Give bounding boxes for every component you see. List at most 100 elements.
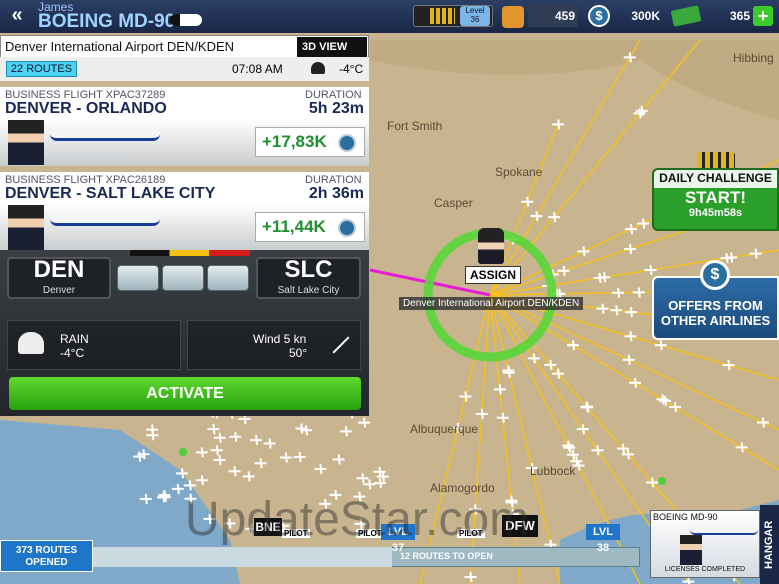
plane-icon bbox=[353, 491, 366, 502]
plane-icon bbox=[562, 440, 575, 451]
weather-temp: -4°C bbox=[60, 346, 85, 360]
city-label: Fort Smith bbox=[387, 119, 443, 133]
landing-icon bbox=[207, 265, 249, 291]
add-cash-button[interactable]: + bbox=[753, 6, 773, 26]
route-line bbox=[489, 39, 641, 296]
plane-icon bbox=[735, 442, 748, 453]
city-label: Alamogordo bbox=[430, 481, 495, 495]
plane-icon bbox=[629, 377, 642, 388]
plane-icon bbox=[552, 119, 565, 130]
hangar-tab[interactable]: HANGAR bbox=[760, 505, 779, 584]
plane-icon bbox=[593, 272, 606, 284]
plane-icon bbox=[332, 454, 345, 465]
back-button[interactable]: « bbox=[11, 4, 23, 26]
pilot-label: PILOT bbox=[356, 529, 384, 538]
plane-icon bbox=[295, 423, 308, 434]
weather: RAIN bbox=[60, 332, 89, 346]
flight-duration: 5h 23m bbox=[308, 100, 364, 117]
pilot-label: PILOT bbox=[457, 529, 485, 538]
city-label: Spokane bbox=[495, 165, 543, 179]
plane-icon bbox=[299, 425, 312, 436]
plane-icon bbox=[203, 513, 216, 525]
route-line bbox=[419, 294, 491, 584]
cruise-icon bbox=[162, 265, 204, 291]
challenge-action: START! bbox=[684, 188, 747, 207]
origin-box bbox=[7, 257, 111, 299]
plane-icon bbox=[525, 463, 538, 474]
plane-icon bbox=[654, 340, 667, 351]
coin-icon bbox=[338, 134, 356, 152]
plane-icon bbox=[591, 445, 604, 456]
plane-icon bbox=[622, 354, 635, 365]
plane-icon bbox=[451, 422, 464, 434]
plane-icon bbox=[552, 368, 565, 379]
city-label: Casper bbox=[434, 196, 473, 210]
destination-city: Salt Lake City bbox=[277, 285, 340, 296]
plane-icon bbox=[475, 408, 488, 420]
city-label: Albuquerque bbox=[410, 422, 479, 436]
rank-icon bbox=[502, 6, 524, 28]
hub-badge: BNE bbox=[254, 518, 282, 536]
plane-icon bbox=[242, 471, 255, 482]
coin-icon: $ bbox=[700, 260, 730, 290]
plane-icon bbox=[195, 475, 208, 486]
level-marker: LVL 37 bbox=[381, 524, 415, 554]
plane-icon bbox=[183, 480, 196, 491]
plane-icon bbox=[544, 359, 557, 370]
weather-icon bbox=[311, 62, 325, 74]
routes-opened: 373 ROUTES OPENED bbox=[0, 540, 93, 572]
plane-icon bbox=[293, 451, 306, 463]
activate-button[interactable]: ACTIVATE bbox=[9, 377, 361, 410]
routes-to-open: 12 ROUTES TO OPEN bbox=[400, 551, 493, 561]
plane-icon bbox=[557, 265, 570, 276]
plane-icon bbox=[722, 360, 735, 371]
duration-label: DURATION bbox=[305, 89, 362, 101]
plane-icon bbox=[577, 246, 590, 257]
plane-icon bbox=[223, 518, 236, 529]
pilot-portrait bbox=[8, 205, 44, 250]
plane-icon bbox=[567, 340, 580, 351]
plane-icon bbox=[624, 331, 637, 342]
aircraft-image bbox=[50, 212, 160, 226]
plane-icon bbox=[146, 430, 159, 441]
hangar-status: LICENSES COMPLETED bbox=[664, 566, 746, 573]
plane-icon bbox=[250, 434, 263, 446]
3d-view-button[interactable]: 3D VIEW bbox=[297, 37, 367, 57]
plane-icon bbox=[624, 243, 637, 255]
aircraft-image bbox=[50, 127, 160, 141]
flight-reward: +17,83K bbox=[255, 127, 365, 157]
wind-direction: 50° bbox=[289, 346, 308, 360]
plane-icon bbox=[171, 483, 184, 495]
toggle[interactable] bbox=[170, 14, 202, 26]
airport-label: Denver International Airport DEN/KDEN bbox=[399, 297, 584, 310]
aircraft-image bbox=[690, 525, 758, 535]
plane-icon bbox=[496, 412, 509, 423]
plane-icon bbox=[612, 287, 625, 298]
routes-count: 22 ROUTES bbox=[6, 61, 77, 77]
plane-icon bbox=[527, 353, 540, 364]
progress-fill bbox=[92, 547, 392, 567]
assign-button[interactable]: ASSIGN bbox=[465, 266, 521, 284]
wind: Wind 5 kn bbox=[253, 332, 307, 346]
hangar-card[interactable] bbox=[650, 510, 760, 578]
plane-icon bbox=[566, 449, 579, 460]
level-label: Level bbox=[465, 6, 485, 15]
daily-challenge[interactable] bbox=[652, 168, 779, 231]
wind-box bbox=[187, 320, 361, 370]
plane-icon bbox=[624, 224, 637, 235]
plane-icon bbox=[158, 489, 171, 501]
rank-stripes bbox=[430, 8, 455, 24]
flight-route: DENVER - ORLANDO bbox=[5, 100, 167, 117]
plane-icon bbox=[459, 391, 472, 402]
plane-icon bbox=[314, 463, 327, 475]
route-line bbox=[489, 294, 561, 584]
plane-icon bbox=[139, 493, 152, 505]
plane-icon bbox=[632, 287, 645, 298]
plane-icon bbox=[505, 495, 518, 506]
level-marker: LVL 38 bbox=[586, 524, 620, 554]
plane-icon bbox=[195, 447, 208, 458]
cash: 365 bbox=[729, 9, 750, 23]
plane-icon bbox=[339, 426, 352, 437]
plane-icon bbox=[356, 473, 369, 484]
flight-reward: +11,44K bbox=[255, 212, 365, 242]
